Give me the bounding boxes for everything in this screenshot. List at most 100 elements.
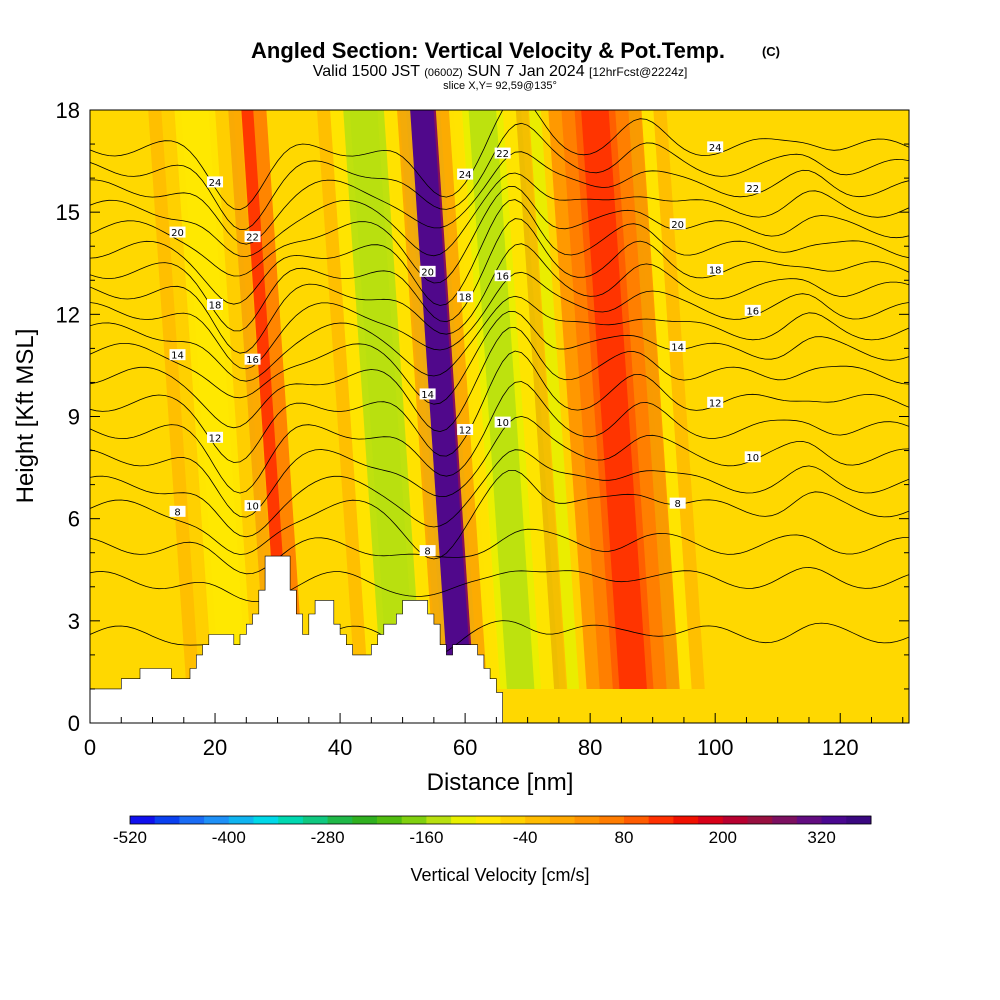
svg-text:8: 8: [174, 507, 180, 518]
velocity-band-6-3: [468, 110, 535, 689]
x-axis-title: Distance [nm]: [427, 769, 574, 796]
colorbar: -520 -400 -280 -160 -40 80 200 320: [113, 815, 872, 847]
isentrope-label-14-0: 14: [169, 349, 186, 362]
isentrope-label-10-2: 10: [744, 451, 761, 464]
isentrope-label-20-2: 20: [669, 218, 686, 231]
isentrope-0: [90, 470, 909, 560]
colorbar-swatch-13: [451, 816, 477, 824]
velocity-band-5-3: [181, 110, 247, 689]
isentrope-label-22-1: 22: [494, 147, 511, 160]
colorbar-swatch-6: [278, 816, 304, 824]
velocity-band-2-3: [349, 110, 416, 689]
isentrope-label-20-1: 20: [419, 265, 436, 278]
colorbar-swatch-19: [599, 816, 625, 824]
isentrope-1: [90, 449, 909, 538]
colorbar-swatch-4: [228, 816, 254, 824]
x-tick-label-120: 120: [822, 735, 859, 760]
isentrope-label-14-1: 14: [419, 388, 436, 401]
isentrope-label-10-0: 10: [244, 500, 261, 513]
colorbar-swatch-17: [549, 816, 576, 824]
isentrope-label-16-2: 16: [744, 304, 761, 317]
svg-text:22: 22: [746, 184, 759, 195]
isentrope-13: [90, 172, 909, 258]
colorbar-swatch-2: [179, 816, 205, 824]
isentrope-label-12-0: 12: [207, 431, 224, 444]
chart-header: Angled Section: Vertical Velocity & Pot.…: [251, 38, 780, 92]
isentrope-label-18-2: 18: [707, 263, 724, 276]
isentrope-8: [90, 271, 909, 370]
colorbar-swatch-29: [846, 816, 872, 824]
colorbar-swatch-0: [130, 816, 156, 824]
isentrope-4: [90, 350, 909, 463]
colorbar-swatch-15: [500, 816, 526, 824]
y-axis: 0 3 6 9 12 15 18: [56, 98, 909, 736]
slice-info: slice X,Y= 92,59@135°: [443, 80, 557, 92]
y-tick-label-6: 6: [68, 507, 80, 532]
x-tick-label-20: 20: [203, 735, 227, 760]
y-tick-label-12: 12: [56, 302, 80, 327]
isentrope-9: [90, 243, 909, 354]
colorbar-swatch-11: [401, 816, 427, 824]
isentrope-15: [90, 122, 909, 231]
colorbar-swatch-12: [426, 816, 452, 824]
svg-text:14: 14: [171, 351, 184, 362]
svg-text:10: 10: [246, 502, 259, 513]
isentrope-label-12-1: 12: [457, 424, 474, 437]
svg-text:22: 22: [496, 149, 509, 160]
isentrope-label-24-2: 24: [707, 141, 724, 154]
x-axis: 0 20 40 60 80 100 120: [84, 713, 904, 760]
svg-text:12: 12: [209, 433, 222, 444]
svg-text:20: 20: [421, 267, 434, 278]
svg-text:18: 18: [459, 293, 472, 304]
colorbar-tick-label-2: -280: [311, 828, 345, 847]
y-axis-title: Height [Kft MSL]: [12, 329, 39, 504]
isentrope-lines: [90, 110, 909, 659]
colorbar-swatch-20: [624, 816, 650, 824]
isentrope-label-16-0: 16: [244, 353, 261, 366]
isentrope-label-8-2: 8: [669, 497, 686, 510]
y-tick-label-0: 0: [68, 711, 80, 736]
isentrope-2: [90, 415, 909, 518]
isentrope-label-22-2: 22: [744, 182, 761, 195]
velocity-band-7-3: [581, 110, 647, 689]
plot-area: 8 8 8 10 10 10 12 12 12 14 14 14 16 16 16 18 18 18 20 20 20 2…: [90, 110, 909, 723]
isentrope-12: [90, 185, 909, 284]
colorbar-swatch-9: [352, 816, 378, 824]
svg-text:20: 20: [171, 228, 184, 239]
terrain: [90, 555, 503, 723]
colorbar-tick-label-5: 80: [615, 828, 634, 847]
isentrope-5: [90, 326, 909, 433]
y-tick-label-3: 3: [68, 609, 80, 634]
svg-text:12: 12: [709, 398, 722, 409]
chart-title-units: (C): [762, 44, 780, 59]
isentrope-label-8-1: 8: [419, 545, 436, 558]
y-tick-label-15: 15: [56, 200, 80, 225]
low-isentrope-2: [90, 528, 909, 575]
svg-text:24: 24: [459, 170, 472, 181]
colorbar-tick-label-6: 200: [709, 828, 737, 847]
isentrope-label-22-0: 22: [244, 231, 261, 244]
colorbar-swatch-25: [747, 816, 773, 824]
colorbar-swatch-24: [722, 816, 748, 824]
colorbar-swatch-22: [673, 816, 699, 824]
colorbar-swatch-1: [154, 816, 180, 824]
colorbar-swatch-23: [698, 816, 724, 824]
colorbar-swatch-28: [821, 816, 847, 824]
colorbar-swatch-3: [204, 816, 230, 824]
svg-text:20: 20: [671, 220, 684, 231]
svg-text:14: 14: [671, 342, 684, 353]
colorbar-swatch-7: [302, 816, 329, 824]
valid-utc: (0600Z): [424, 67, 463, 79]
x-tick-label-40: 40: [328, 735, 352, 760]
colorbar-frame: [129, 815, 872, 825]
colorbar-swatch-26: [772, 816, 798, 824]
isentrope-label-12-2: 12: [707, 396, 724, 409]
colorbar-swatch-10: [377, 816, 403, 824]
isentrope-label-14-2: 14: [669, 340, 686, 353]
colorbar-swatch-14: [475, 816, 501, 824]
isentrope-label-24-1: 24: [457, 168, 474, 181]
svg-text:12: 12: [459, 426, 472, 437]
isentrope-label-18-0: 18: [207, 298, 224, 311]
svg-text:16: 16: [746, 306, 759, 317]
